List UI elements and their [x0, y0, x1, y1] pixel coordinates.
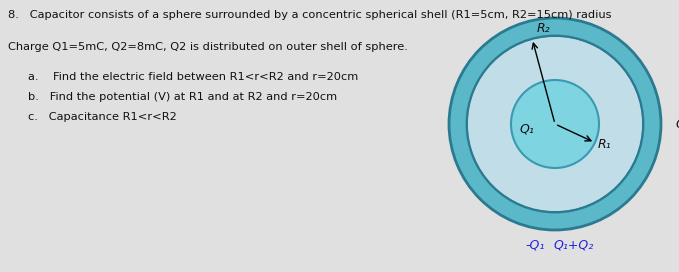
Text: Charge Q1=5mC, Q2=8mC, Q2 is distributed on outer shell of sphere.: Charge Q1=5mC, Q2=8mC, Q2 is distributed… — [8, 42, 408, 52]
Text: R₁: R₁ — [598, 138, 612, 151]
Text: b.   Find the potential (V) at R1 and at R2 and r=20cm: b. Find the potential (V) at R1 and at R… — [28, 92, 337, 102]
Text: Q₁+Q₂: Q₁+Q₂ — [553, 238, 593, 251]
Text: -Q₁: -Q₁ — [526, 238, 545, 251]
Text: a.    Find the electric field between R1<r<R2 and r=20cm: a. Find the electric field between R1<r<… — [28, 72, 359, 82]
Text: Q₂: Q₂ — [675, 118, 679, 131]
Text: Q₁: Q₁ — [519, 122, 534, 135]
Circle shape — [468, 37, 642, 211]
Circle shape — [449, 18, 661, 230]
Text: c.   Capacitance R1<r<R2: c. Capacitance R1<r<R2 — [28, 112, 177, 122]
Circle shape — [467, 36, 643, 212]
Text: R₂: R₂ — [536, 22, 550, 35]
Circle shape — [511, 80, 599, 168]
Text: 8.   Capacitor consists of a sphere surrounded by a concentric spherical shell (: 8. Capacitor consists of a sphere surrou… — [8, 10, 612, 20]
